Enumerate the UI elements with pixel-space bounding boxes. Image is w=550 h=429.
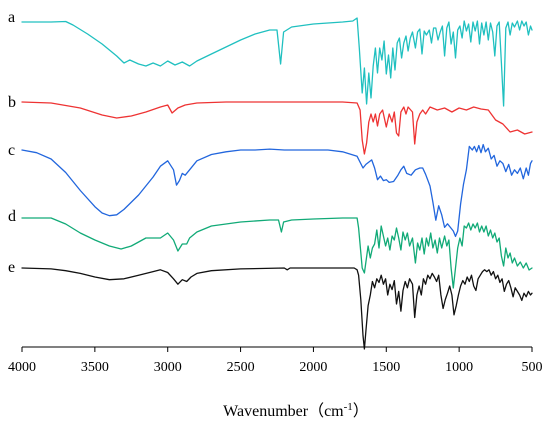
series-group	[21, 17, 533, 350]
x-axis-title-superscript: -1	[344, 401, 353, 413]
series-e-label: e	[8, 259, 15, 276]
x-tick-label-3000: 3000	[154, 360, 182, 375]
series-d-label: d	[8, 208, 16, 225]
x-tick-label-4000: 4000	[8, 360, 36, 375]
x-tick-label-500: 500	[522, 360, 543, 375]
x-tick-label-3500: 3500	[81, 360, 109, 375]
series-e-line	[21, 267, 533, 350]
x-axis-title-end: ）	[353, 402, 369, 420]
x-tick-label-2500: 2500	[227, 360, 255, 375]
series-a-line	[21, 17, 533, 107]
series-b-line	[21, 101, 533, 155]
series-c-line	[21, 143, 533, 238]
x-axis-title-main: Wavenumber（cm	[223, 402, 344, 420]
x-tick-label-2000: 2000	[299, 360, 327, 375]
series-a-label: a	[8, 9, 15, 26]
x-axis-title: Wavenumber（cm-1）	[223, 401, 369, 420]
series-labels: a b c d e	[8, 9, 16, 276]
series-c-label: c	[8, 142, 15, 159]
x-axis-ticks: 4000 3500 3000 2500 2000 1500 1000 500	[8, 347, 543, 375]
x-tick-label-1000: 1000	[445, 360, 473, 375]
x-tick-label-1500: 1500	[372, 360, 400, 375]
series-b-label: b	[8, 94, 16, 111]
series-d-line	[21, 217, 533, 289]
